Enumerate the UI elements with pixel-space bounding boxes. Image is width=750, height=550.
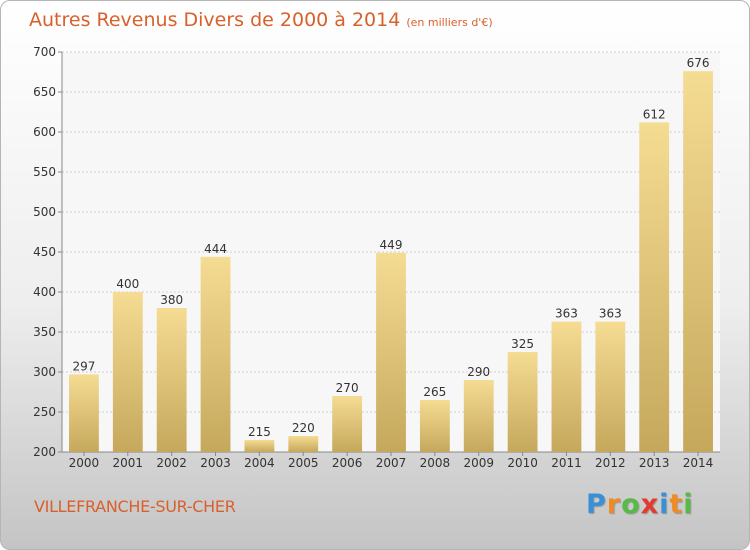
y-tick-label: 450 — [33, 245, 56, 259]
x-tick-label: 2014 — [683, 456, 714, 470]
data-label: 449 — [380, 238, 403, 252]
x-tick-label: 2003 — [200, 456, 231, 470]
city-name: VILLEFRANCHE-SUR-CHER — [34, 497, 236, 516]
data-label: 297 — [72, 359, 95, 373]
y-tick-label: 250 — [33, 405, 56, 419]
bar-2006 — [332, 396, 363, 452]
bar-2005 — [288, 436, 319, 452]
y-tick-label: 400 — [33, 285, 56, 299]
bar-2011 — [551, 321, 582, 452]
bar-2001 — [112, 292, 143, 452]
x-tick-label: 2004 — [244, 456, 275, 470]
bars — [69, 71, 713, 453]
chart-subtitle: (en milliers d'€) — [406, 16, 493, 29]
title-text: Autres Revenus Divers de 2000 à 2014 — [29, 9, 401, 31]
data-label: 290 — [467, 365, 490, 379]
bar-2013 — [639, 122, 670, 453]
x-tick-label: 2000 — [69, 456, 100, 470]
data-label: 363 — [555, 307, 578, 321]
x-tick-label: 2009 — [463, 456, 494, 470]
x-tick-label: 2012 — [595, 456, 626, 470]
logo-letter: r — [606, 489, 622, 520]
data-label: 220 — [292, 421, 315, 435]
bar-2009 — [463, 380, 494, 452]
x-tick-label: 2008 — [420, 456, 451, 470]
data-label: 325 — [511, 337, 534, 351]
bar-2010 — [507, 352, 538, 452]
x-tick-label: 2006 — [332, 456, 363, 470]
data-label: 380 — [160, 293, 183, 307]
labels: 297 2000 400 2001 380 2002 444 2003 215 2004 220 20… — [69, 56, 714, 470]
bar-2004 — [244, 440, 275, 452]
chart-title: Autres Revenus Divers de 2000 à 2014 (en … — [29, 9, 493, 31]
x-tick-label: 2010 — [507, 456, 538, 470]
bar-2002 — [156, 308, 187, 452]
bar-2000 — [69, 374, 99, 452]
x-tick-label: 2002 — [156, 456, 187, 470]
y-tick-label: 300 — [33, 365, 56, 379]
data-label: 363 — [599, 307, 622, 321]
x-tick-label: 2007 — [376, 456, 407, 470]
logo-letter: P — [586, 489, 607, 520]
data-label: 612 — [643, 107, 666, 121]
y-tick-label: 600 — [33, 125, 56, 139]
data-label: 676 — [687, 56, 710, 70]
proxiti-logo: Proxiti — [586, 489, 694, 520]
bar-2012 — [595, 321, 626, 452]
logo-letter: x — [640, 489, 660, 520]
data-label: 270 — [336, 381, 359, 395]
bar-2014 — [683, 71, 713, 452]
data-label: 444 — [204, 242, 227, 256]
y-tick-label: 200 — [33, 445, 56, 459]
y-tick-label: 550 — [33, 165, 56, 179]
data-label: 265 — [423, 385, 446, 399]
bar-2007 — [376, 252, 406, 452]
y-tick-label: 650 — [33, 85, 56, 99]
logo-letter: t — [669, 489, 684, 520]
y-tick-label: 500 — [33, 205, 56, 219]
x-tick-label: 2011 — [551, 456, 582, 470]
axes: 200 250 300 350 400 450 500 550 600 650 700 — [33, 45, 720, 459]
data-label: 400 — [116, 277, 139, 291]
logo-letter: i — [683, 489, 694, 520]
logo-letter: o — [621, 489, 641, 520]
logo-letter: i — [659, 489, 670, 520]
y-tick-label: 350 — [33, 325, 56, 339]
bar-2008 — [419, 400, 450, 452]
x-tick-label: 2005 — [288, 456, 319, 470]
x-tick-label: 2013 — [639, 456, 670, 470]
bar-2003 — [200, 256, 231, 452]
x-tick-label: 2001 — [113, 456, 144, 470]
y-tick-label: 700 — [33, 45, 56, 59]
data-label: 215 — [248, 425, 271, 439]
